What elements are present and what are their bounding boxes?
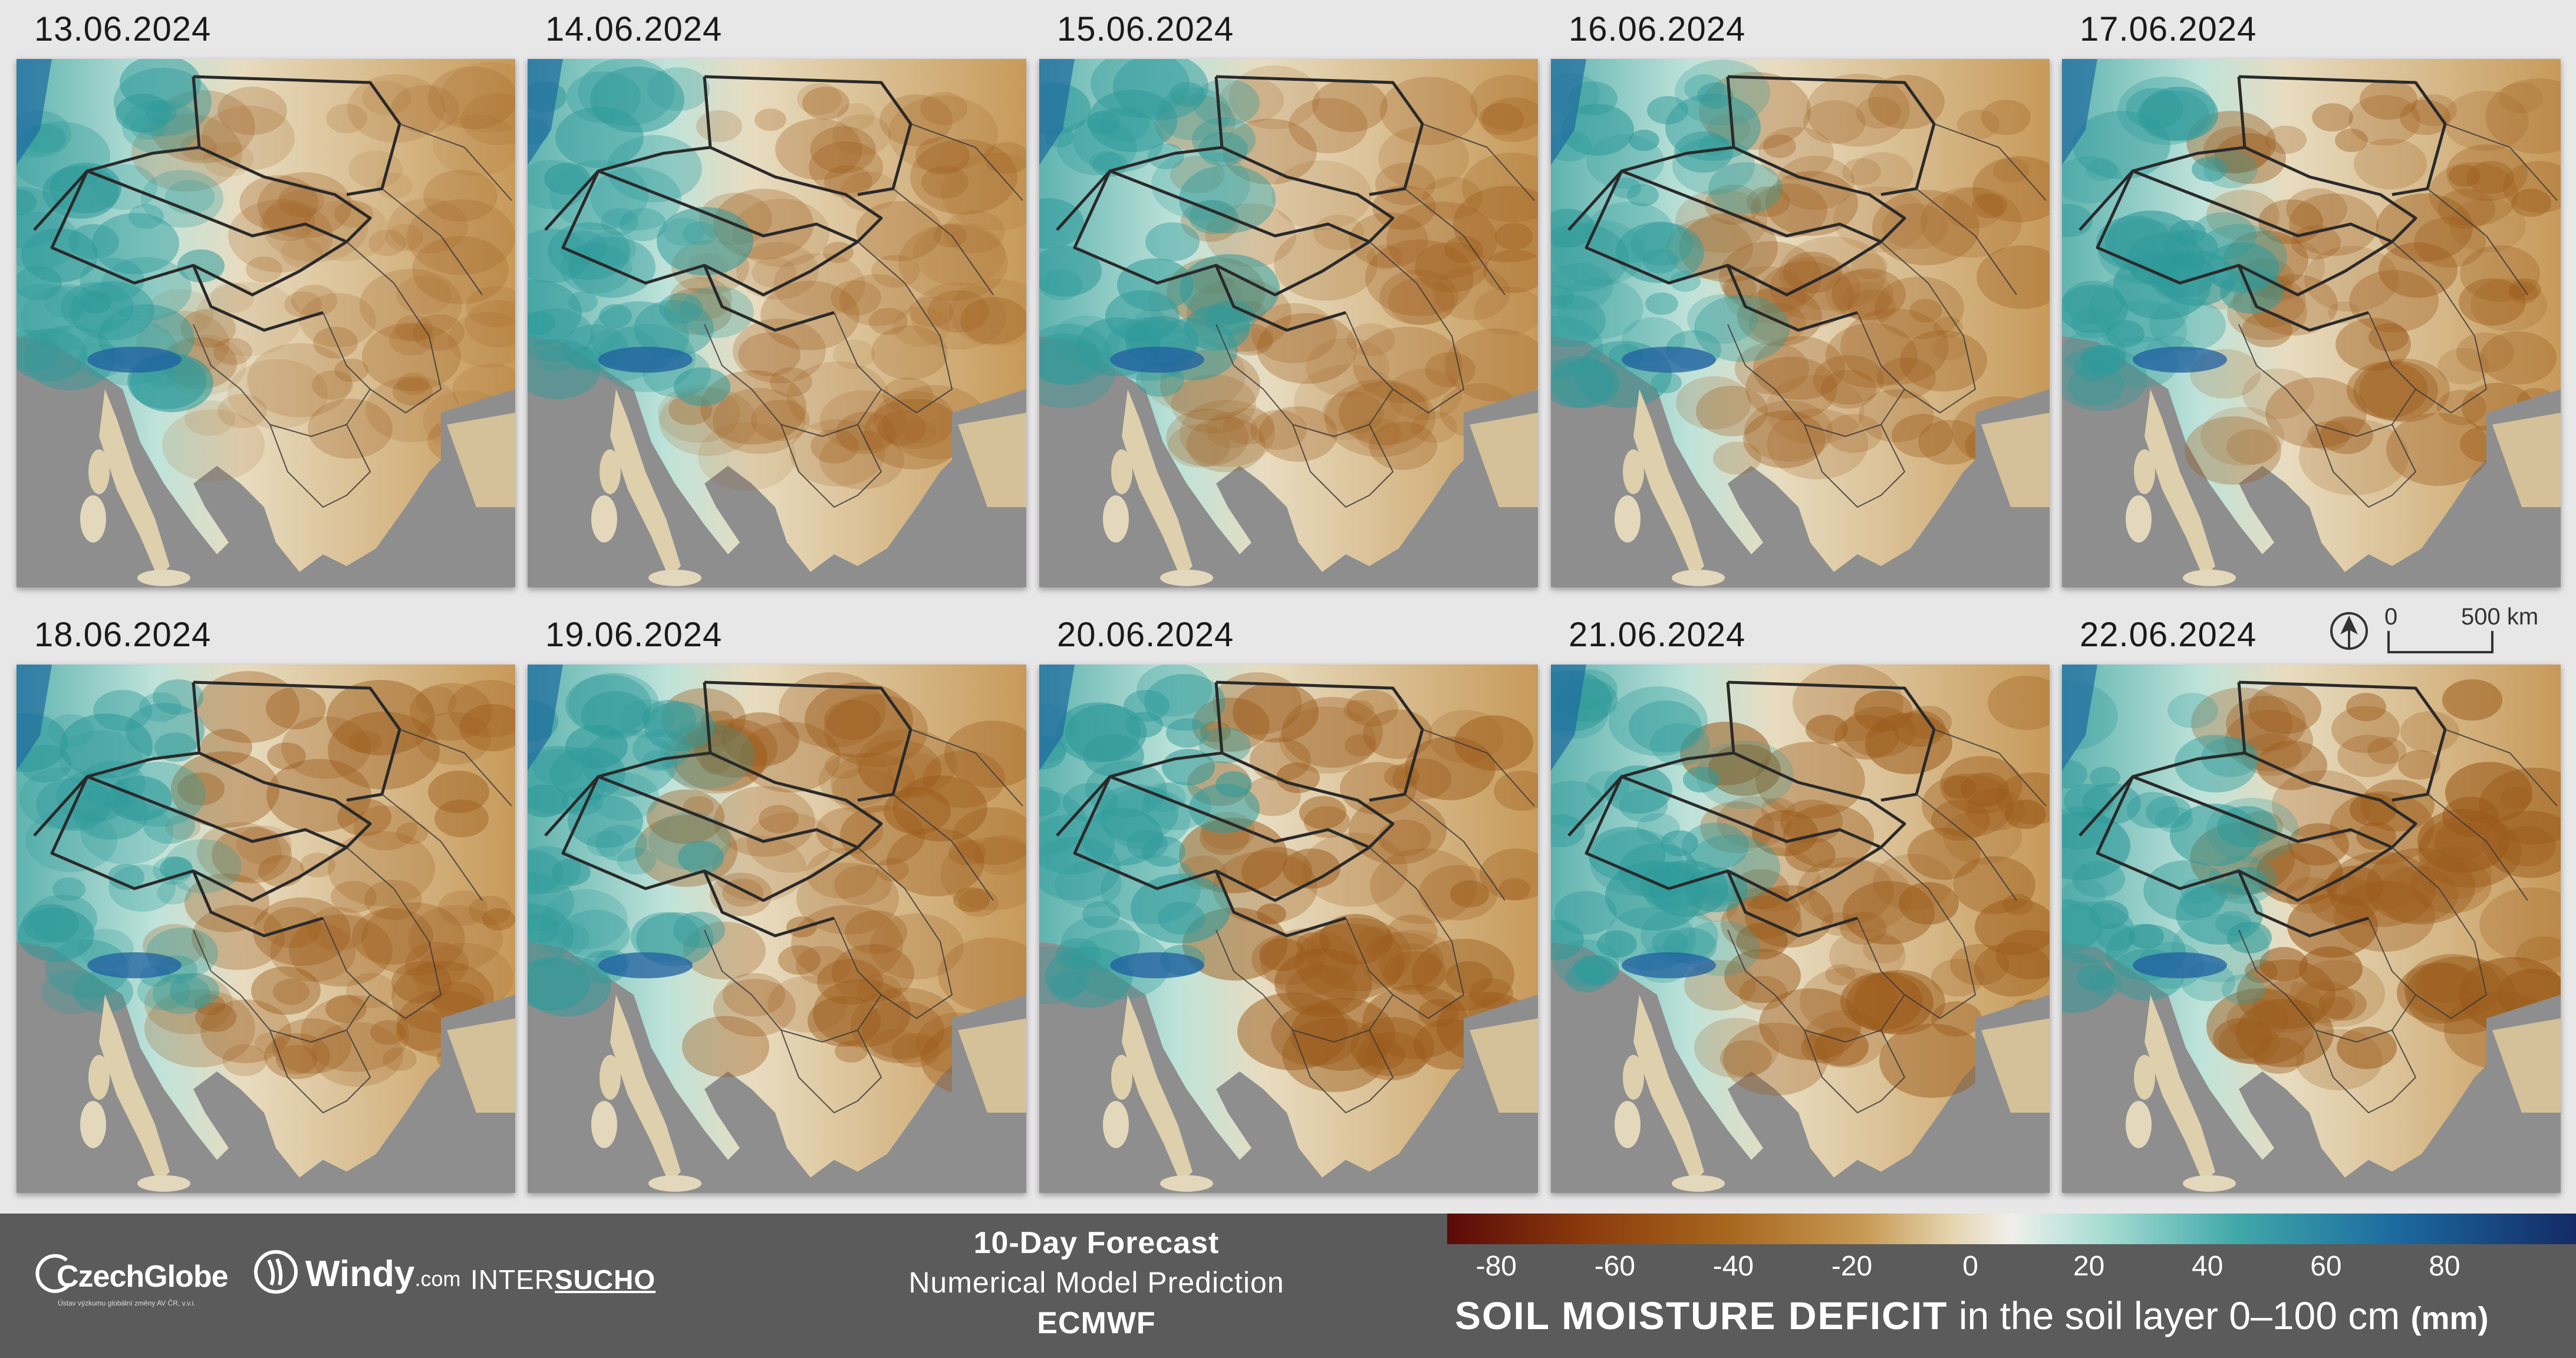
legend-tick-label: -60 [1594, 1251, 1636, 1282]
windy-logo-text: Windy.com [305, 1253, 460, 1295]
forecast-subtitle: Numerical Model Prediction [908, 1266, 1284, 1299]
intersucho-logo-part2: SUCHO [555, 1264, 656, 1295]
map-svg [1551, 665, 2050, 1193]
windy-logo: Windy.com [252, 1246, 460, 1317]
soil-moisture-map [1039, 59, 1538, 587]
map-svg [17, 665, 515, 1193]
map-panel: 17.06.2024 [2062, 10, 2561, 587]
legend-tick-label: -40 [1712, 1251, 1754, 1282]
legend-title-unit: (mm) [2410, 1301, 2489, 1336]
intersucho-logo-part1: INTER [470, 1264, 555, 1295]
czechglobe-logo-subtext: Ústav výzkumu globální změny AV ČR, v.v.… [58, 1299, 196, 1307]
map-svg [1039, 59, 1538, 587]
legend-tick-label: 60 [2310, 1251, 2342, 1282]
forecast-model: ECMWF [1037, 1306, 1156, 1340]
map-svg [528, 59, 1026, 587]
panel-date-label: 17.06.2024 [2080, 10, 2257, 48]
scale-line [2387, 631, 2493, 653]
map-panel: 16.06.2024 [1551, 10, 2050, 587]
windy-name: Windy [305, 1254, 415, 1294]
soil-moisture-map [1551, 665, 2050, 1193]
map-panel: 15.06.2024 [1039, 10, 1538, 587]
map-panel: 13.06.2024 [17, 10, 515, 587]
panel-date-label: 16.06.2024 [1569, 10, 1746, 48]
map-svg [1039, 665, 1538, 1193]
panel-date-label: 21.06.2024 [1569, 616, 1746, 654]
legend-tick-label: 80 [2429, 1251, 2460, 1282]
map-panel: 18.06.2024 [17, 616, 515, 1193]
czechglobe-logo-text: CzechGlobe [57, 1260, 228, 1294]
map-panel: 21.06.2024 [1551, 616, 2050, 1193]
soil-moisture-map [17, 59, 515, 587]
legend-title-rest: in the soil layer 0–100 cm [1948, 1294, 2411, 1337]
scale-start-label: 0 [2384, 604, 2398, 630]
soil-moisture-map [528, 665, 1026, 1193]
map-svg [528, 665, 1026, 1193]
map-panel: 14.06.2024 [528, 10, 1026, 587]
windy-suffix: .com [414, 1267, 461, 1291]
legend-tick-label: 40 [2192, 1251, 2223, 1282]
soil-moisture-map [528, 59, 1026, 587]
map-panel: 22.06.2024 [2062, 616, 2561, 1193]
legend-tick-label: 0 [1962, 1251, 1978, 1282]
map-svg [2062, 59, 2561, 587]
soil-moisture-map [1551, 59, 2050, 587]
forecast-title: 10-Day Forecast [973, 1226, 1220, 1260]
soil-moisture-map [1039, 665, 1538, 1193]
panel-date-label: 14.06.2024 [545, 10, 723, 48]
footer-bar: CzechGlobe Ústav výzkumu globální změny … [0, 1214, 2576, 1358]
czechglobe-swirl-icon [35, 1254, 71, 1293]
intersucho-logo: INTERSUCHO [470, 1264, 655, 1295]
scale-end-label: 500 km [2461, 604, 2539, 630]
color-legend-bar [1447, 1214, 2576, 1244]
soil-moisture-map [2062, 665, 2561, 1193]
map-panel: 19.06.2024 [528, 616, 1026, 1193]
panel-date-label: 15.06.2024 [1057, 10, 1234, 48]
legend-tick-label: -80 [1475, 1251, 1517, 1282]
panel-date-label: 13.06.2024 [34, 10, 212, 48]
north-arrow-icon [2330, 612, 2368, 650]
map-panel: 20.06.2024 [1039, 616, 1538, 1193]
map-svg [2062, 665, 2561, 1193]
soil-moisture-map [17, 665, 515, 1193]
panel-date-label: 19.06.2024 [545, 616, 723, 654]
panel-date-label: 18.06.2024 [34, 616, 212, 654]
scale-bar: 0 500 km [2328, 601, 2576, 666]
legend-title-main: SOIL MOISTURE DEFICIT [1455, 1294, 1948, 1337]
map-svg [17, 59, 515, 587]
legend-title: SOIL MOISTURE DEFICIT in the soil layer … [1455, 1293, 2489, 1338]
soil-moisture-map [2062, 59, 2561, 587]
legend-tick-labels: -80 -60 -40 -20 0 20 40 60 80 [1447, 1244, 2576, 1285]
partner-logos: CzechGlobe Ústav výzkumu globální změny … [34, 1246, 683, 1317]
czechglobe-logo: CzechGlobe Ústav výzkumu globální změny … [34, 1246, 241, 1317]
map-svg [1551, 59, 2050, 587]
panel-date-label: 20.06.2024 [1057, 616, 1234, 654]
legend-tick-label: 20 [2073, 1251, 2105, 1282]
panel-date-label: 22.06.2024 [2080, 616, 2257, 654]
legend-tick-label: -20 [1831, 1251, 1873, 1282]
windy-logo-icon [254, 1250, 298, 1294]
